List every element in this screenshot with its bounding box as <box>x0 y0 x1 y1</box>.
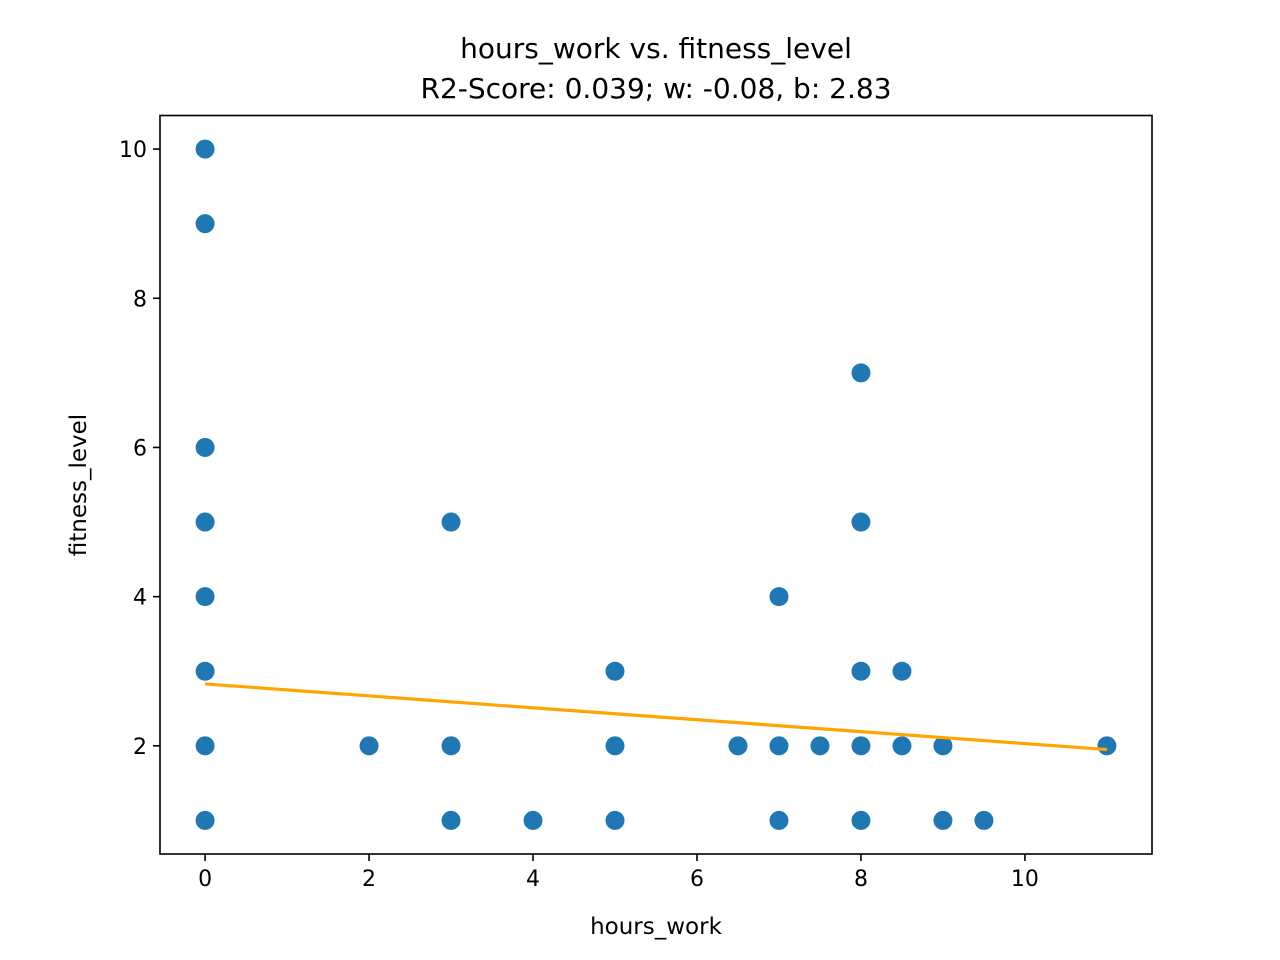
data-point-19 <box>769 810 789 830</box>
data-point-10 <box>441 736 461 756</box>
regression-line <box>204 682 1108 752</box>
data-point-18 <box>769 736 789 756</box>
data-point-13 <box>605 661 625 681</box>
data-point-22 <box>851 512 871 532</box>
axes-frame <box>159 114 1153 855</box>
data-point-9 <box>441 512 461 532</box>
y-tick-label: 4 <box>133 586 147 611</box>
data-point-12 <box>523 810 543 830</box>
y-tick-label: 2 <box>133 735 147 760</box>
y-axis-label: fitness_level <box>66 414 92 556</box>
chart-subtitle: R2-Score: 0.039; w: -0.08, b: 2.83 <box>420 72 891 105</box>
data-point-23 <box>851 661 871 681</box>
x-tick-label: 8 <box>854 867 868 892</box>
data-point-8 <box>359 736 379 756</box>
data-point-11 <box>441 810 461 830</box>
data-point-2 <box>195 437 215 457</box>
chart-title: hours_work vs. fitness_level <box>460 32 852 65</box>
data-point-31 <box>1097 736 1117 756</box>
y-tick-label: 6 <box>133 436 147 461</box>
data-point-4 <box>195 587 215 607</box>
x-tick-label: 6 <box>690 867 704 892</box>
y-tick-label: 8 <box>133 287 147 312</box>
data-point-7 <box>195 810 215 830</box>
data-point-1 <box>195 214 215 234</box>
data-point-16 <box>728 736 748 756</box>
data-point-28 <box>933 736 953 756</box>
data-point-15 <box>605 810 625 830</box>
data-point-27 <box>892 736 912 756</box>
plot-area <box>195 139 1117 830</box>
x-tick-label: 2 <box>362 867 376 892</box>
y-axis: 2 4 6 8 10 <box>119 138 160 760</box>
x-axis: 0 2 4 6 8 10 <box>198 854 1039 892</box>
x-axis-label: hours_work <box>590 914 723 940</box>
data-point-0 <box>195 139 215 159</box>
data-point-5 <box>195 661 215 681</box>
data-point-21 <box>851 363 871 383</box>
data-point-17 <box>769 587 789 607</box>
data-point-20 <box>810 736 830 756</box>
x-tick-label: 10 <box>1011 867 1039 892</box>
data-point-6 <box>195 736 215 756</box>
x-tick-label: 0 <box>198 867 212 892</box>
data-point-25 <box>851 810 871 830</box>
data-point-30 <box>974 810 994 830</box>
x-tick-label: 4 <box>526 867 540 892</box>
data-point-29 <box>933 810 953 830</box>
data-point-14 <box>605 736 625 756</box>
y-tick-label: 10 <box>119 138 147 163</box>
data-point-3 <box>195 512 215 532</box>
data-point-24 <box>851 736 871 756</box>
data-point-26 <box>892 661 912 681</box>
